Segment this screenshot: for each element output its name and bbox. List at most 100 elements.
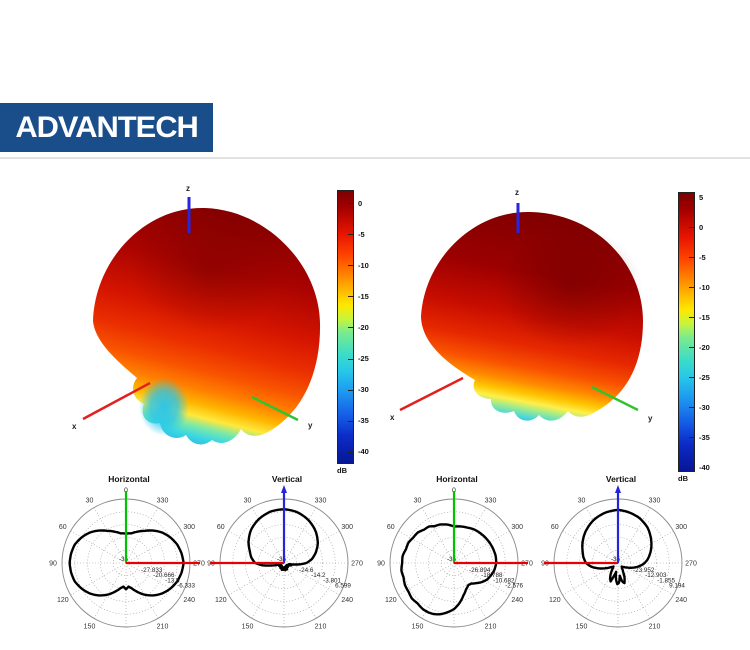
- polar-radial-label: -2.576: [505, 583, 523, 590]
- colorbar-tick-label: -20: [699, 342, 710, 352]
- radiation-curve: [68, 529, 185, 597]
- colorbar-tick-mark: [689, 227, 694, 228]
- colorbar-tick-label: 5: [699, 192, 704, 202]
- colorbar-tick-label: -15: [358, 291, 369, 301]
- polar-angle-label: 90: [49, 561, 57, 568]
- colorbar-gradient: [678, 192, 695, 472]
- colorbar-tick-label: -25: [699, 372, 710, 382]
- polar-angle-label: 300: [511, 524, 523, 531]
- radiation-pattern-3d-right: z x y: [390, 188, 653, 423]
- polar-angle-label: 270: [685, 561, 697, 568]
- colorbar-tick-label: -40: [699, 462, 710, 472]
- colorbar-tick-mark: [348, 234, 353, 236]
- polar-grid-spoke: [421, 562, 455, 619]
- polar-angle-label: 120: [385, 597, 397, 604]
- polar-plot-horizontal-right: 0306090120150210240270300330-35-26.894-1…: [377, 488, 533, 631]
- polar-angle-label: 330: [315, 497, 327, 504]
- polar-angle-label: 150: [412, 624, 424, 631]
- polar-title-horizontal-right: Horizontal: [436, 474, 478, 484]
- colorbar-tick-mark: [689, 377, 694, 378]
- colorbar-tick-mark: [348, 451, 353, 453]
- polar-grid-spoke: [93, 507, 127, 564]
- polar-grid-spoke: [421, 507, 455, 564]
- polar-angle-label: 240: [511, 597, 523, 604]
- polar-radial-label: -3.801: [323, 577, 341, 584]
- colorbar-tick-label: -15: [699, 312, 710, 322]
- polar-plot-horizontal-left: 0306090120150210240270300330-35-27.833-2…: [49, 488, 205, 631]
- polar-angle-label: 150: [576, 624, 588, 631]
- polar-angle-label: 150: [242, 624, 254, 631]
- y-axis-line: [591, 385, 639, 412]
- colorbar-tick-mark: [348, 420, 353, 422]
- blob-dark-shading: [132, 208, 288, 332]
- polar-title-horizontal-left: Horizontal: [108, 474, 150, 484]
- z-axis-label: z: [515, 188, 519, 197]
- polar-grid-spoke: [93, 562, 127, 619]
- polar-grid-ring: [258, 537, 310, 589]
- polar-vertical-axis-arrow: [281, 485, 287, 493]
- colorbar-tick-label: -35: [699, 432, 710, 442]
- polar-angle-label: 30: [578, 497, 586, 504]
- polar-angle-label: 30: [244, 497, 252, 504]
- polar-angle-label: 120: [215, 597, 227, 604]
- polar-angle-label: 330: [649, 497, 661, 504]
- polar-grid-spoke: [125, 530, 182, 564]
- y-axis-line: [251, 395, 299, 422]
- polar-plot-vertical-left: 306090120150210240270300330-35-24.6-14.2…: [207, 485, 363, 631]
- polar-angle-label: 120: [549, 597, 561, 604]
- colorbar-tick-label: -5: [699, 252, 706, 262]
- polar-grid-spoke: [251, 562, 285, 619]
- polar-radial-label: -6.333: [177, 583, 195, 590]
- polar-angle-label: 150: [84, 624, 96, 631]
- colorbar-tick-mark: [689, 317, 694, 318]
- x-axis-label: x: [72, 422, 77, 431]
- colorbar-tick-mark: [689, 347, 694, 348]
- colorbar-right: 5 0 -5 -10 -15 -20 -25 -30 -35 -40 dB: [678, 192, 738, 488]
- radiation-curve: [247, 508, 319, 572]
- y-axis-label: y: [648, 414, 653, 423]
- polar-title-vertical-right: Vertical: [605, 474, 637, 484]
- colorbar-tick-label: -25: [358, 354, 369, 363]
- polar-radial-label: -13.5: [165, 577, 180, 584]
- polar-angle-label: 240: [183, 597, 195, 604]
- polar-angle-label: 210: [315, 624, 327, 631]
- colorbar-tick-mark: [689, 197, 694, 198]
- polar-grid-spoke: [70, 530, 127, 564]
- radiation-curve: [581, 508, 653, 586]
- colorbar-tick-label: -40: [358, 447, 369, 457]
- colorbar-tick-mark: [689, 407, 694, 408]
- colorbar-tick-mark: [348, 296, 353, 298]
- radiation-pattern-3d-left: z x y: [72, 184, 321, 445]
- polar-angle-label: 210: [649, 624, 661, 631]
- z-axis-label: z: [186, 184, 190, 193]
- polar-angle-label: 60: [217, 524, 225, 531]
- polar-angle-label: 210: [485, 624, 497, 631]
- colorbar-tick-mark: [348, 358, 353, 360]
- polar-radial-label: -24.6: [299, 567, 314, 574]
- colorbar-tick-mark: [348, 389, 353, 391]
- colorbar-tick-mark: [689, 437, 694, 438]
- polar-grid-spoke: [228, 562, 285, 596]
- polar-angle-label: 300: [183, 524, 195, 531]
- header-divider: [0, 157, 750, 159]
- polar-angle-label: 30: [414, 497, 422, 504]
- colorbar-tick-mark: [689, 467, 694, 468]
- colorbar-tick-mark: [348, 265, 353, 267]
- advantech-logo: ADVANTECH: [0, 103, 213, 152]
- polar-radial-label: -20.666: [153, 572, 175, 579]
- polar-radial-label: -35: [119, 556, 129, 563]
- polar-radial-label: -10.682: [493, 577, 515, 584]
- colorbar-tick-label: 0: [358, 198, 363, 208]
- polar-radial-label: -35: [277, 556, 287, 563]
- polar-radial-label: -27.833: [141, 567, 163, 574]
- polar-title-vertical-left: Vertical: [271, 474, 303, 484]
- polar-angle-label: 210: [157, 624, 169, 631]
- polar-angle-label: 60: [59, 524, 67, 531]
- colorbar-tick-label: -5: [358, 229, 365, 239]
- colorbar-left: 0 -5 -10 -15 -20 -25 -30 -35 -40 dB: [337, 190, 397, 480]
- polar-angle-label: 240: [675, 597, 687, 604]
- colorbar-gradient: [337, 190, 354, 464]
- polar-grid-spoke: [283, 507, 317, 564]
- polar-angle-label: 330: [157, 497, 169, 504]
